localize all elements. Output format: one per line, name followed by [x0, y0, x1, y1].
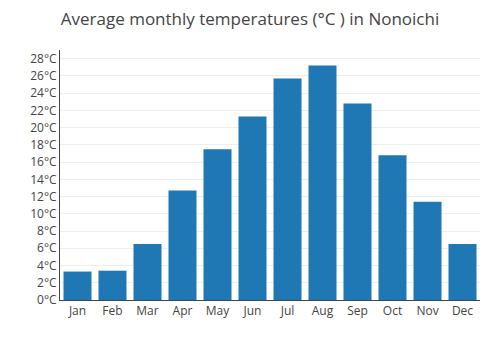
svg-text:Dec: Dec — [452, 302, 473, 319]
svg-text:Mar: Mar — [136, 302, 158, 319]
svg-text:4°C: 4°C — [37, 257, 57, 274]
svg-text:Oct: Oct — [383, 302, 402, 319]
svg-text:Aug: Aug — [312, 302, 334, 319]
svg-text:12°C: 12°C — [30, 188, 57, 205]
svg-text:2°C: 2°C — [37, 274, 57, 291]
svg-text:20°C: 20°C — [30, 119, 57, 136]
svg-text:Jun: Jun — [243, 302, 262, 319]
svg-text:18°C: 18°C — [30, 136, 57, 153]
svg-text:22°C: 22°C — [30, 102, 57, 119]
svg-text:Jan: Jan — [68, 302, 86, 319]
svg-text:8°C: 8°C — [37, 222, 57, 239]
svg-text:May: May — [206, 302, 230, 319]
svg-text:28°C: 28°C — [30, 50, 57, 67]
svg-text:Jul: Jul — [280, 302, 295, 319]
svg-text:Feb: Feb — [102, 302, 122, 319]
svg-text:16°C: 16°C — [30, 153, 57, 170]
svg-text:Apr: Apr — [173, 302, 193, 319]
svg-text:14°C: 14°C — [30, 171, 57, 188]
svg-text:6°C: 6°C — [37, 239, 57, 256]
svg-text:0°C: 0°C — [37, 291, 57, 308]
svg-text:24°C: 24°C — [30, 84, 57, 101]
svg-text:Average monthly temperatures (: Average monthly temperatures (°C ) in No… — [61, 7, 439, 30]
svg-text:10°C: 10°C — [30, 205, 57, 222]
svg-text:26°C: 26°C — [30, 67, 57, 84]
svg-text:Sep: Sep — [347, 302, 368, 319]
svg-text:Nov: Nov — [416, 302, 438, 319]
